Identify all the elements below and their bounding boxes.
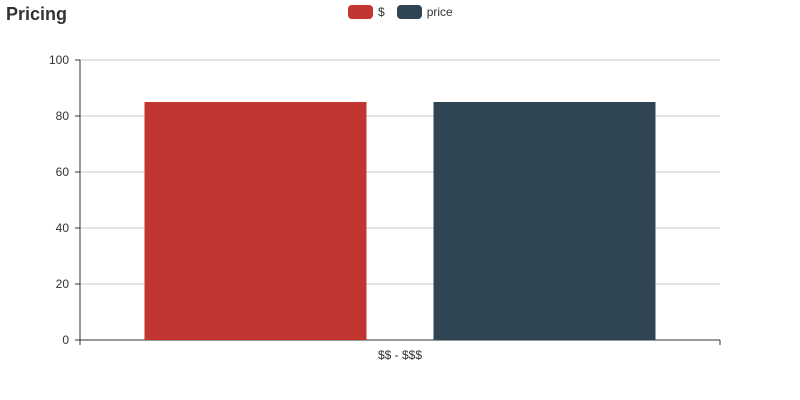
legend-label-dollar: $	[378, 5, 385, 19]
legend: $ price	[348, 5, 465, 19]
legend-swatch-price	[396, 5, 422, 19]
y-tick-label: 60	[56, 165, 70, 179]
y-tick-label: 40	[56, 221, 70, 235]
bar-price	[433, 102, 656, 340]
y-tick-label: 20	[56, 277, 70, 291]
legend-label-price: price	[426, 5, 453, 19]
legend-swatch-dollar	[348, 5, 373, 19]
bar-dollar	[144, 102, 367, 340]
legend-item-dollar[interactable]: $	[348, 5, 385, 19]
legend-item-price[interactable]: price	[396, 5, 453, 19]
x-tick-label: $$ - $$$	[378, 348, 422, 362]
y-tick-label: 100	[49, 53, 69, 67]
y-tick-label: 80	[56, 109, 70, 123]
chart-title: Pricing	[6, 4, 68, 24]
y-tick-label: 0	[62, 333, 69, 347]
